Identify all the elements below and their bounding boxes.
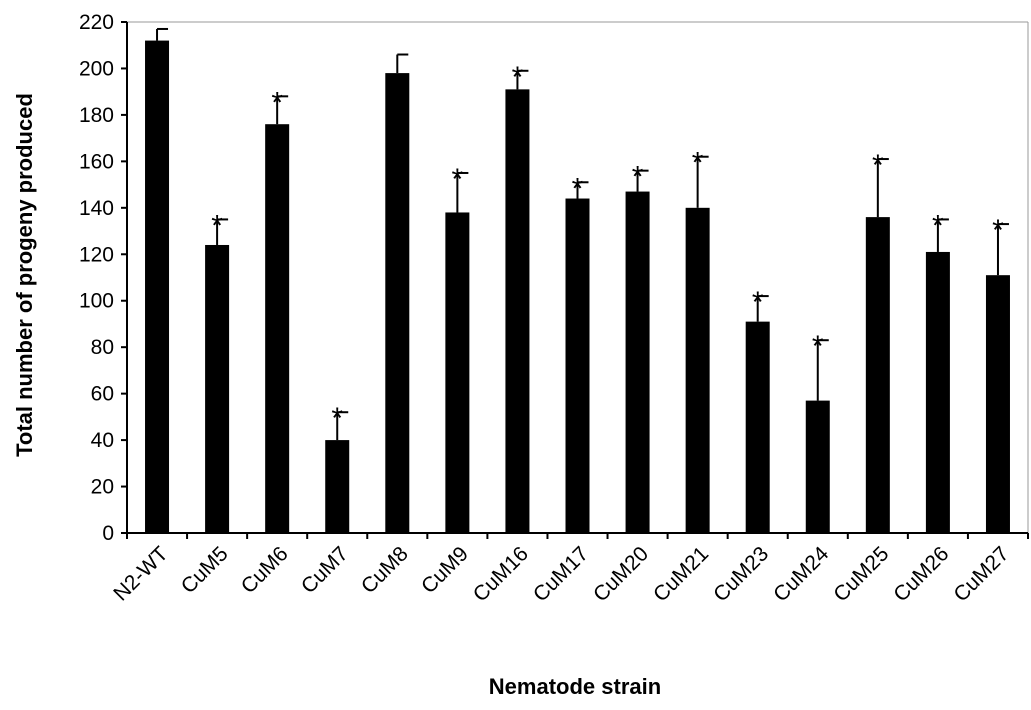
bar: [925, 251, 950, 533]
y-tick-label: 120: [79, 243, 114, 266]
x-tick-label: N2-WT: [109, 542, 172, 605]
bar: [685, 207, 710, 533]
bar: [625, 191, 650, 534]
significance-marker: *: [812, 330, 824, 363]
bar: [865, 217, 890, 534]
significance-marker: *: [331, 402, 343, 435]
y-tick-label: 60: [91, 383, 114, 406]
x-tick-label: CuM20: [589, 542, 653, 606]
y-tick-label: 200: [79, 57, 114, 80]
x-tick-label: CuM9: [417, 542, 473, 598]
y-tick-label: 80: [91, 336, 114, 359]
x-tick-label: CuM23: [709, 542, 773, 606]
significance-marker: *: [572, 172, 584, 205]
x-tick-label: CuM7: [297, 542, 353, 598]
significance-marker: *: [752, 286, 764, 319]
significance-marker: *: [632, 161, 644, 194]
significance-marker: *: [452, 163, 464, 196]
bar: [505, 89, 530, 533]
x-tick-label: CuM6: [237, 542, 293, 598]
bar: [385, 73, 410, 533]
x-tick-label: CuM21: [649, 542, 713, 606]
significance-marker: *: [271, 86, 283, 119]
y-axis-title: Total number of progeny produced: [12, 93, 37, 457]
y-tick-label: 40: [91, 429, 114, 452]
y-tick-label: 0: [102, 522, 114, 545]
bar: [325, 440, 350, 533]
significance-marker: *: [872, 149, 884, 182]
x-tick-label: CuM16: [469, 542, 533, 606]
bar: [205, 244, 230, 533]
x-tick-label: CuM5: [177, 542, 233, 598]
x-tick-label: CuM26: [889, 542, 953, 606]
y-tick-label: 100: [79, 290, 114, 313]
y-tick-label: 220: [79, 11, 114, 34]
bar: [745, 321, 770, 533]
bar: [445, 212, 470, 534]
bar: [805, 400, 830, 533]
plot-frame: [127, 21, 1029, 533]
bar: [265, 124, 290, 533]
y-tick-label: 140: [79, 197, 114, 220]
significance-marker: *: [211, 209, 223, 242]
x-axis-title: Nematode strain: [489, 674, 661, 699]
x-tick-label: CuM25: [829, 542, 893, 606]
bar: [985, 275, 1010, 533]
x-tick-label: CuM8: [357, 542, 413, 598]
significance-marker: *: [932, 209, 944, 242]
bars: * * * * * * * * * * * * *: [145, 27, 1010, 534]
x-tick-label: CuM24: [769, 542, 833, 606]
bar: [145, 40, 170, 533]
significance-marker: *: [992, 214, 1004, 247]
significance-marker: *: [512, 61, 524, 94]
bar: [565, 198, 590, 533]
x-tick-label: CuM17: [529, 542, 593, 606]
x-axis: N2-WT CuM5 CuM6 CuM7 CuM8 CuM9CuM16CuM17CuM20…: [109, 532, 1029, 606]
significance-marker: *: [692, 147, 704, 180]
x-tick-label: CuM27: [949, 542, 1013, 606]
y-axis: 0 20 40 60 80 100 120 140 160 180 200 220: [79, 11, 128, 545]
y-tick-label: 160: [79, 150, 114, 173]
y-tick-label: 180: [79, 104, 114, 127]
y-tick-label: 20: [91, 476, 114, 499]
